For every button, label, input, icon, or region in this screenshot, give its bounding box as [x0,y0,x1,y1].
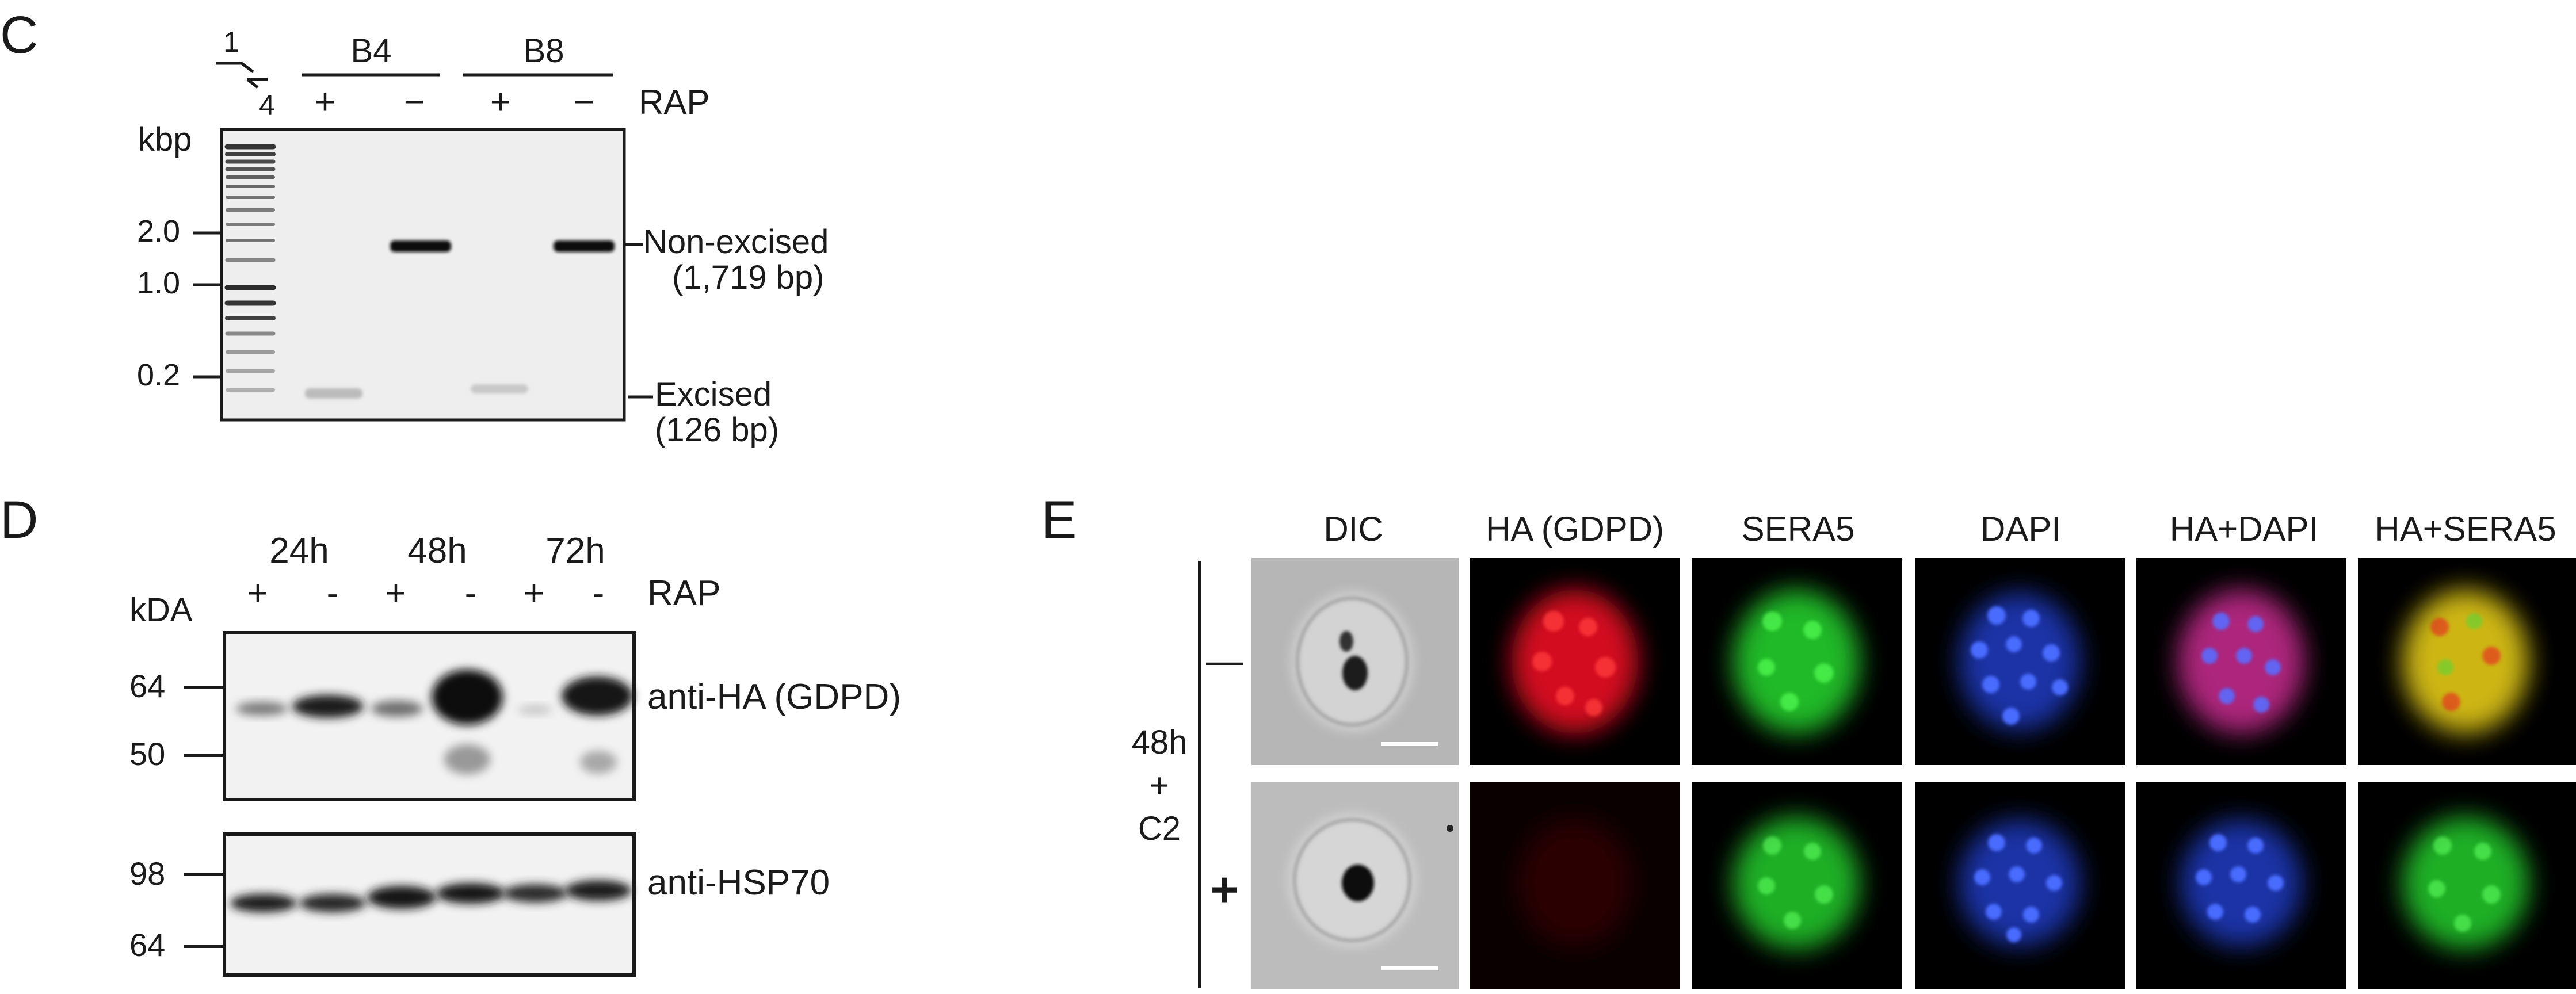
excised-label: Excised [655,376,772,413]
nonexcised-size: (1,719 bp) [672,259,824,296]
rap-label-d: RAP [647,574,720,613]
image-ha-row2 [1470,782,1680,989]
marker-1-0: 1.0 [137,266,180,300]
lane-sign-d-2: - [327,574,339,613]
gel-band-nonexcised-b8 [554,240,615,252]
lane-sign-c-2: − [404,82,425,122]
scale-bar-row2 [1381,966,1438,970]
lane-sign-c-1: + [315,82,335,122]
ladder-label-top: 1 [223,26,239,58]
ladder-label-bottom: 4 [259,89,275,121]
panel-e-letter: E [1041,491,1077,549]
image-sera5-row1 [1692,558,1902,765]
row-sign-minus: — [1206,640,1243,681]
gel-band-nonexcised-b4 [390,240,451,252]
image-ha-sera5-row1 [2358,558,2576,765]
agarose-gel [220,128,626,422]
scale-bar-row1 [1381,742,1438,746]
ladder-symbol-icon [216,62,268,89]
blot1-marker-50: 50 [129,736,165,772]
image-sera5-row2 [1692,782,1902,989]
blot2-marker-98: 98 [129,855,165,892]
blot1-marker-64: 64 [129,668,165,704]
channel-header-ha-sera5: HA+SERA5 [2375,510,2556,548]
lane-sign-d-4: - [465,574,477,613]
blot2-marker-64: 64 [129,927,165,963]
lane-sign-d-5: + [524,574,544,613]
timepoint-48h: 48h [407,531,467,571]
group-label-b4: B4 [351,32,392,70]
channel-header-sera5: SERA5 [1742,510,1855,548]
image-ha-dapi-row1 [2136,558,2346,765]
gel-band-excised-b4 [305,388,362,399]
kda-label: kDA [129,591,193,629]
image-dapi-row2 [1915,782,2125,989]
panel-e: E DIC HA (GDPD) SERA5 DAPI HA+DAPI HA+SE… [1041,491,2576,989]
dna-ladder [224,144,276,392]
rap-label-c: RAP [639,83,709,121]
lane-sign-c-3: + [490,82,511,122]
channel-header-dapi: DAPI [1980,510,2061,548]
kbp-label: kbp [138,121,192,158]
lane-sign-c-4: − [574,82,594,122]
blot-anti-hsp70-bands [230,880,632,912]
blot2-antibody-label: anti-HSP70 [647,863,830,903]
image-dic-row1 [1251,558,1459,765]
lane-sign-d-1: + [247,574,268,613]
row-sign-plus: + [1210,862,1238,916]
group-label-b8: B8 [524,32,564,70]
blot-anti-ha-bands [236,670,633,774]
marker-0-2: 0.2 [137,358,180,392]
marker-2-0: 2.0 [137,214,180,248]
blot-anti-ha [223,631,636,801]
row-label-48h: 48h [1132,724,1188,761]
panel-c-letter: C [0,6,38,64]
panel-c: C 1 4 B4 B8 + − + − RAP kbp [0,6,829,449]
panel-d-letter: D [0,491,38,549]
excised-size: (126 bp) [655,411,779,449]
blot1-antibody-label: anti-HA (GDPD) [647,677,901,717]
gel-band-excised-b8 [471,384,528,393]
image-ha-dapi-row2 [2136,782,2346,989]
timepoint-24h: 24h [269,531,329,571]
channel-header-ha-dapi: HA+DAPI [2170,510,2318,548]
lane-sign-d-6: - [593,574,605,613]
panel-d: D 24h 48h 72h + - + - + - RAP kDA 64 50 … [0,491,901,977]
row-label-c2: C2 [1138,810,1181,847]
row-label-plus: + [1150,767,1169,804]
nonexcised-label: Non-excised [643,223,829,261]
image-dapi-row1 [1915,558,2125,765]
channel-header-dic: DIC [1323,510,1383,548]
image-ha-row1 [1470,558,1680,765]
channel-header-ha: HA (GDPD) [1486,510,1664,548]
lane-sign-d-3: + [386,574,406,613]
image-ha-sera5-row2 [2358,782,2576,989]
timepoint-72h: 72h [545,531,605,571]
image-dic-row2 [1251,782,1459,989]
